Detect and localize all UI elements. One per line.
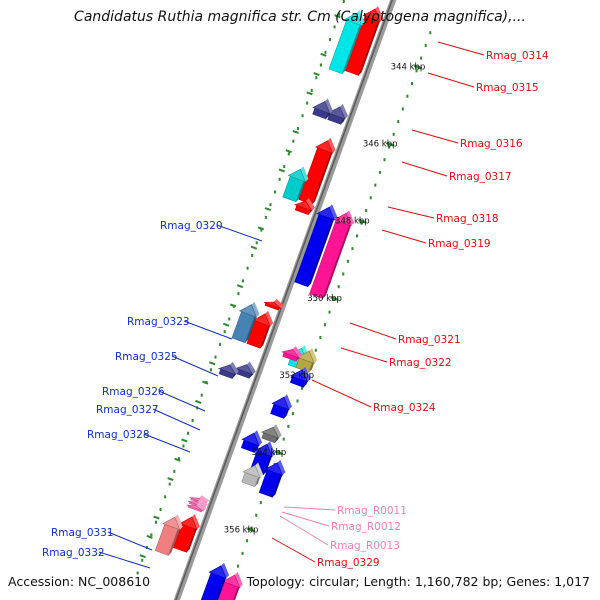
- accession-text: Accession: NC_008610: [8, 574, 151, 589]
- gene-arrow-rmag_0320[interactable]: [294, 204, 338, 288]
- gene-label-rmag_0323[interactable]: Rmag_0323: [127, 316, 190, 328]
- leader-line: [311, 379, 372, 408]
- tick-mark: [385, 141, 395, 147]
- genome-summary-text: Topology: circular; Length: 1,160,782 bp…: [246, 574, 590, 589]
- gene-label-rmag_0326[interactable]: Rmag_0326: [102, 386, 165, 398]
- leader-line: [158, 390, 206, 412]
- gene-label-rmag_0317[interactable]: Rmag_0317: [449, 171, 512, 183]
- leader-line: [340, 347, 388, 363]
- tick-mark: [246, 527, 256, 533]
- gene-arrow-rmag_0323[interactable]: [281, 346, 303, 362]
- leader-line: [401, 161, 448, 177]
- gene-labels: Rmag_0314 Rmag_0315 Rmag_0316 Rmag_0317 Rmag…: [42, 50, 549, 569]
- gene-label-rmag_0325[interactable]: Rmag_0325: [115, 351, 178, 363]
- gene-arrow-rmag_0315[interactable]: [328, 10, 365, 75]
- leader-line: [152, 408, 201, 431]
- gene-arrow-rmag_0314[interactable]: [345, 6, 384, 76]
- leader-line: [183, 320, 233, 340]
- gene-arrow-rmag_r0013[interactable]: [186, 502, 207, 513]
- tick-mark: [330, 295, 339, 301]
- gene-label-rmag_0327[interactable]: Rmag_0327: [96, 404, 159, 416]
- gene-arrow-rmag_0323[interactable]: [295, 348, 318, 373]
- leader-line: [279, 515, 329, 546]
- gene-arrow-rmag_0329[interactable]: [173, 514, 200, 553]
- gene-label-rmag_0331[interactable]: Rmag_0331: [51, 527, 114, 539]
- map-title: Candidatus Ruthia magnifica str. Cm (Cal…: [74, 9, 526, 25]
- leader-line: [283, 506, 336, 511]
- leader-line: [171, 355, 219, 377]
- tick-mark: [274, 450, 283, 456]
- label-leader-lines: [98, 41, 485, 569]
- leader-line: [271, 537, 316, 563]
- tick-label: 354 kbp: [252, 448, 287, 458]
- gene-arrow-rmag_0326[interactable]: [260, 424, 282, 444]
- gene-arrow-rmag_0319[interactable]: [293, 198, 315, 215]
- gene-label-rmag_0322[interactable]: Rmag_0322: [389, 357, 452, 369]
- genome-backbone: [173, 0, 397, 600]
- gene-label-rmag_0320[interactable]: Rmag_0320: [160, 220, 223, 232]
- tick-label: 344 kbp: [391, 62, 426, 72]
- leader-line: [216, 224, 263, 242]
- gene-label-rmag_0318[interactable]: Rmag_0318: [436, 213, 499, 225]
- gene-arrow-rmag_0325[interactable]: [289, 366, 311, 388]
- gene-arrow-rmag_0332[interactable]: [200, 562, 230, 600]
- gene-label-rmag_0315[interactable]: Rmag_0315: [476, 82, 539, 94]
- leader-line: [98, 551, 151, 569]
- gene-arrow-rmag_0322[interactable]: [231, 301, 260, 344]
- gene-label-rmag_0319[interactable]: Rmag_0319: [428, 238, 491, 250]
- leader-line: [387, 206, 435, 219]
- gene-label-rmag_r0011[interactable]: Rmag_R0011: [337, 505, 407, 517]
- gene-arrow-rmag_0325[interactable]: [270, 394, 292, 419]
- gene-label-rmag_0324[interactable]: Rmag_0324: [373, 402, 436, 414]
- gene-label-rmag_0329[interactable]: Rmag_0329: [317, 557, 380, 569]
- leader-line: [143, 433, 191, 453]
- gene-label-rmag_r0013[interactable]: Rmag_R0013: [330, 540, 400, 552]
- tick-mark: [358, 218, 367, 224]
- leader-line: [281, 511, 330, 527]
- leader-line: [411, 129, 459, 144]
- tick-label: 348 kbp: [335, 217, 370, 227]
- gene-label-rmag_0316[interactable]: Rmag_0316: [460, 138, 523, 150]
- gene-label-rmag_0321[interactable]: Rmag_0321: [398, 334, 461, 346]
- gene-arrow-rmag_0324[interactable]: [235, 361, 256, 379]
- leader-line: [107, 531, 153, 551]
- tick-mark: [413, 64, 423, 70]
- gene-arrow-rmag_0318[interactable]: [282, 166, 309, 203]
- gene-label-rmag_r0012[interactable]: Rmag_R0012: [331, 521, 401, 533]
- gene-arrow-rmag_0328[interactable]: [241, 462, 264, 487]
- leader-line: [437, 41, 485, 56]
- tick-label: 356 kbp: [224, 525, 259, 535]
- gene-arrow-rmag_0316[interactable]: [312, 98, 333, 120]
- gene-arrow-rmag_0316[interactable]: [327, 103, 348, 125]
- tick-label: 350 kbp: [307, 294, 342, 304]
- gene-arrow-rmag_0321[interactable]: [263, 299, 284, 311]
- leader-line: [349, 322, 397, 340]
- gene-arrow-rmag_0321[interactable]: [246, 310, 274, 349]
- leader-line: [427, 72, 475, 88]
- gene-arrow-rmag_0328[interactable]: [258, 459, 286, 498]
- gene-label-rmag_0332[interactable]: Rmag_0332: [42, 547, 105, 559]
- gene-arrow-rmag_0320[interactable]: [309, 210, 355, 299]
- gene-arrow-rmag_0324[interactable]: [217, 361, 239, 379]
- tick-labels: 344 kbp 346 kbp 348 kbp 350 kbp 352 kbp 354 k…: [224, 62, 426, 535]
- tick-label: 346 kbp: [363, 140, 398, 150]
- leader-line: [381, 229, 427, 244]
- gene-label-rmag_0314[interactable]: Rmag_0314: [486, 50, 549, 62]
- gene-arrow-rmag_0317[interactable]: [298, 137, 336, 205]
- gene-label-rmag_0328[interactable]: Rmag_0328: [87, 429, 150, 441]
- tick-label: 352 kbp: [279, 371, 314, 381]
- gene-arrow-rmag_0331[interactable]: [215, 572, 243, 600]
- gene-arrow-rmag_0329[interactable]: [154, 514, 183, 556]
- gene-features: [154, 6, 384, 600]
